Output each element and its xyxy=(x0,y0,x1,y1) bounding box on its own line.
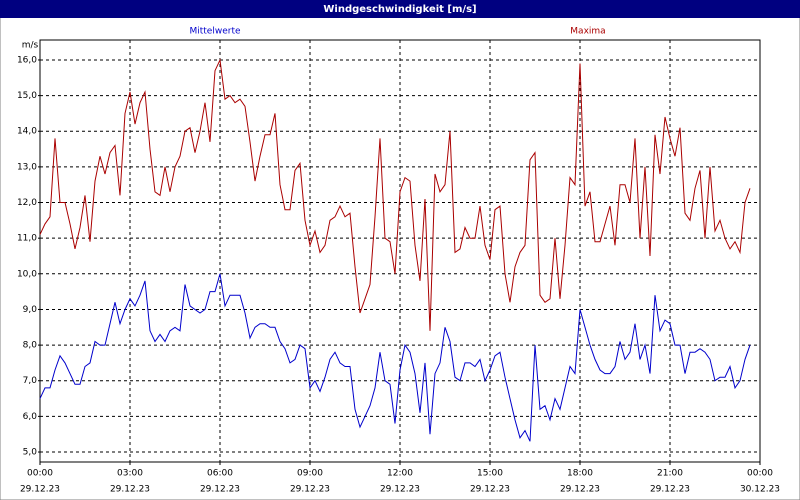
y-tick-label: 10,0 xyxy=(17,269,37,279)
x-tick-date: 29.12.23 xyxy=(110,485,150,495)
x-tick-label: 12:00 xyxy=(387,469,413,479)
x-tick-label: 18:00 xyxy=(567,469,593,479)
legend-entry: Mittelwerte xyxy=(189,27,240,37)
y-axis-label: m/s xyxy=(22,41,39,51)
y-tick-label: 6,0 xyxy=(23,412,38,422)
y-tick-label: 8,0 xyxy=(23,341,38,351)
y-tick-label: 15,0 xyxy=(17,91,37,101)
series-line xyxy=(39,273,751,442)
x-tick-date: 30.12.23 xyxy=(740,485,780,495)
y-tick-label: 12,0 xyxy=(17,198,37,208)
legend-entry: Maxima xyxy=(570,27,605,37)
y-tick-label: 11,0 xyxy=(17,234,37,244)
x-tick-label: 21:00 xyxy=(657,469,683,479)
y-tick-label: 5,0 xyxy=(23,448,38,458)
x-tick-date: 29.12.23 xyxy=(470,485,510,495)
x-tick-label: 00:00 xyxy=(747,469,773,479)
x-tick-date: 29.12.23 xyxy=(650,485,690,495)
chart-title: Windgeschwindigkeit [m/s] xyxy=(323,4,476,15)
y-tick-label: 16,0 xyxy=(17,55,37,65)
x-tick-label: 09:00 xyxy=(297,469,323,479)
x-tick-date: 29.12.23 xyxy=(560,485,600,495)
y-tick-label: 9,0 xyxy=(23,305,38,315)
x-tick-date: 29.12.23 xyxy=(380,485,420,495)
x-tick-date: 29.12.23 xyxy=(200,485,240,495)
y-tick-label: 14,0 xyxy=(17,127,37,137)
x-tick-date: 29.12.23 xyxy=(20,485,60,495)
x-tick-label: 00:00 xyxy=(27,469,53,479)
y-tick-label: 13,0 xyxy=(17,162,37,172)
y-tick-label: 7,0 xyxy=(23,376,38,386)
x-tick-label: 06:00 xyxy=(207,469,233,479)
x-tick-label: 03:00 xyxy=(117,469,143,479)
x-tick-label: 15:00 xyxy=(477,469,503,479)
series-line xyxy=(39,58,751,331)
title-bar xyxy=(0,0,800,18)
x-tick-date: 29.12.23 xyxy=(290,485,330,495)
